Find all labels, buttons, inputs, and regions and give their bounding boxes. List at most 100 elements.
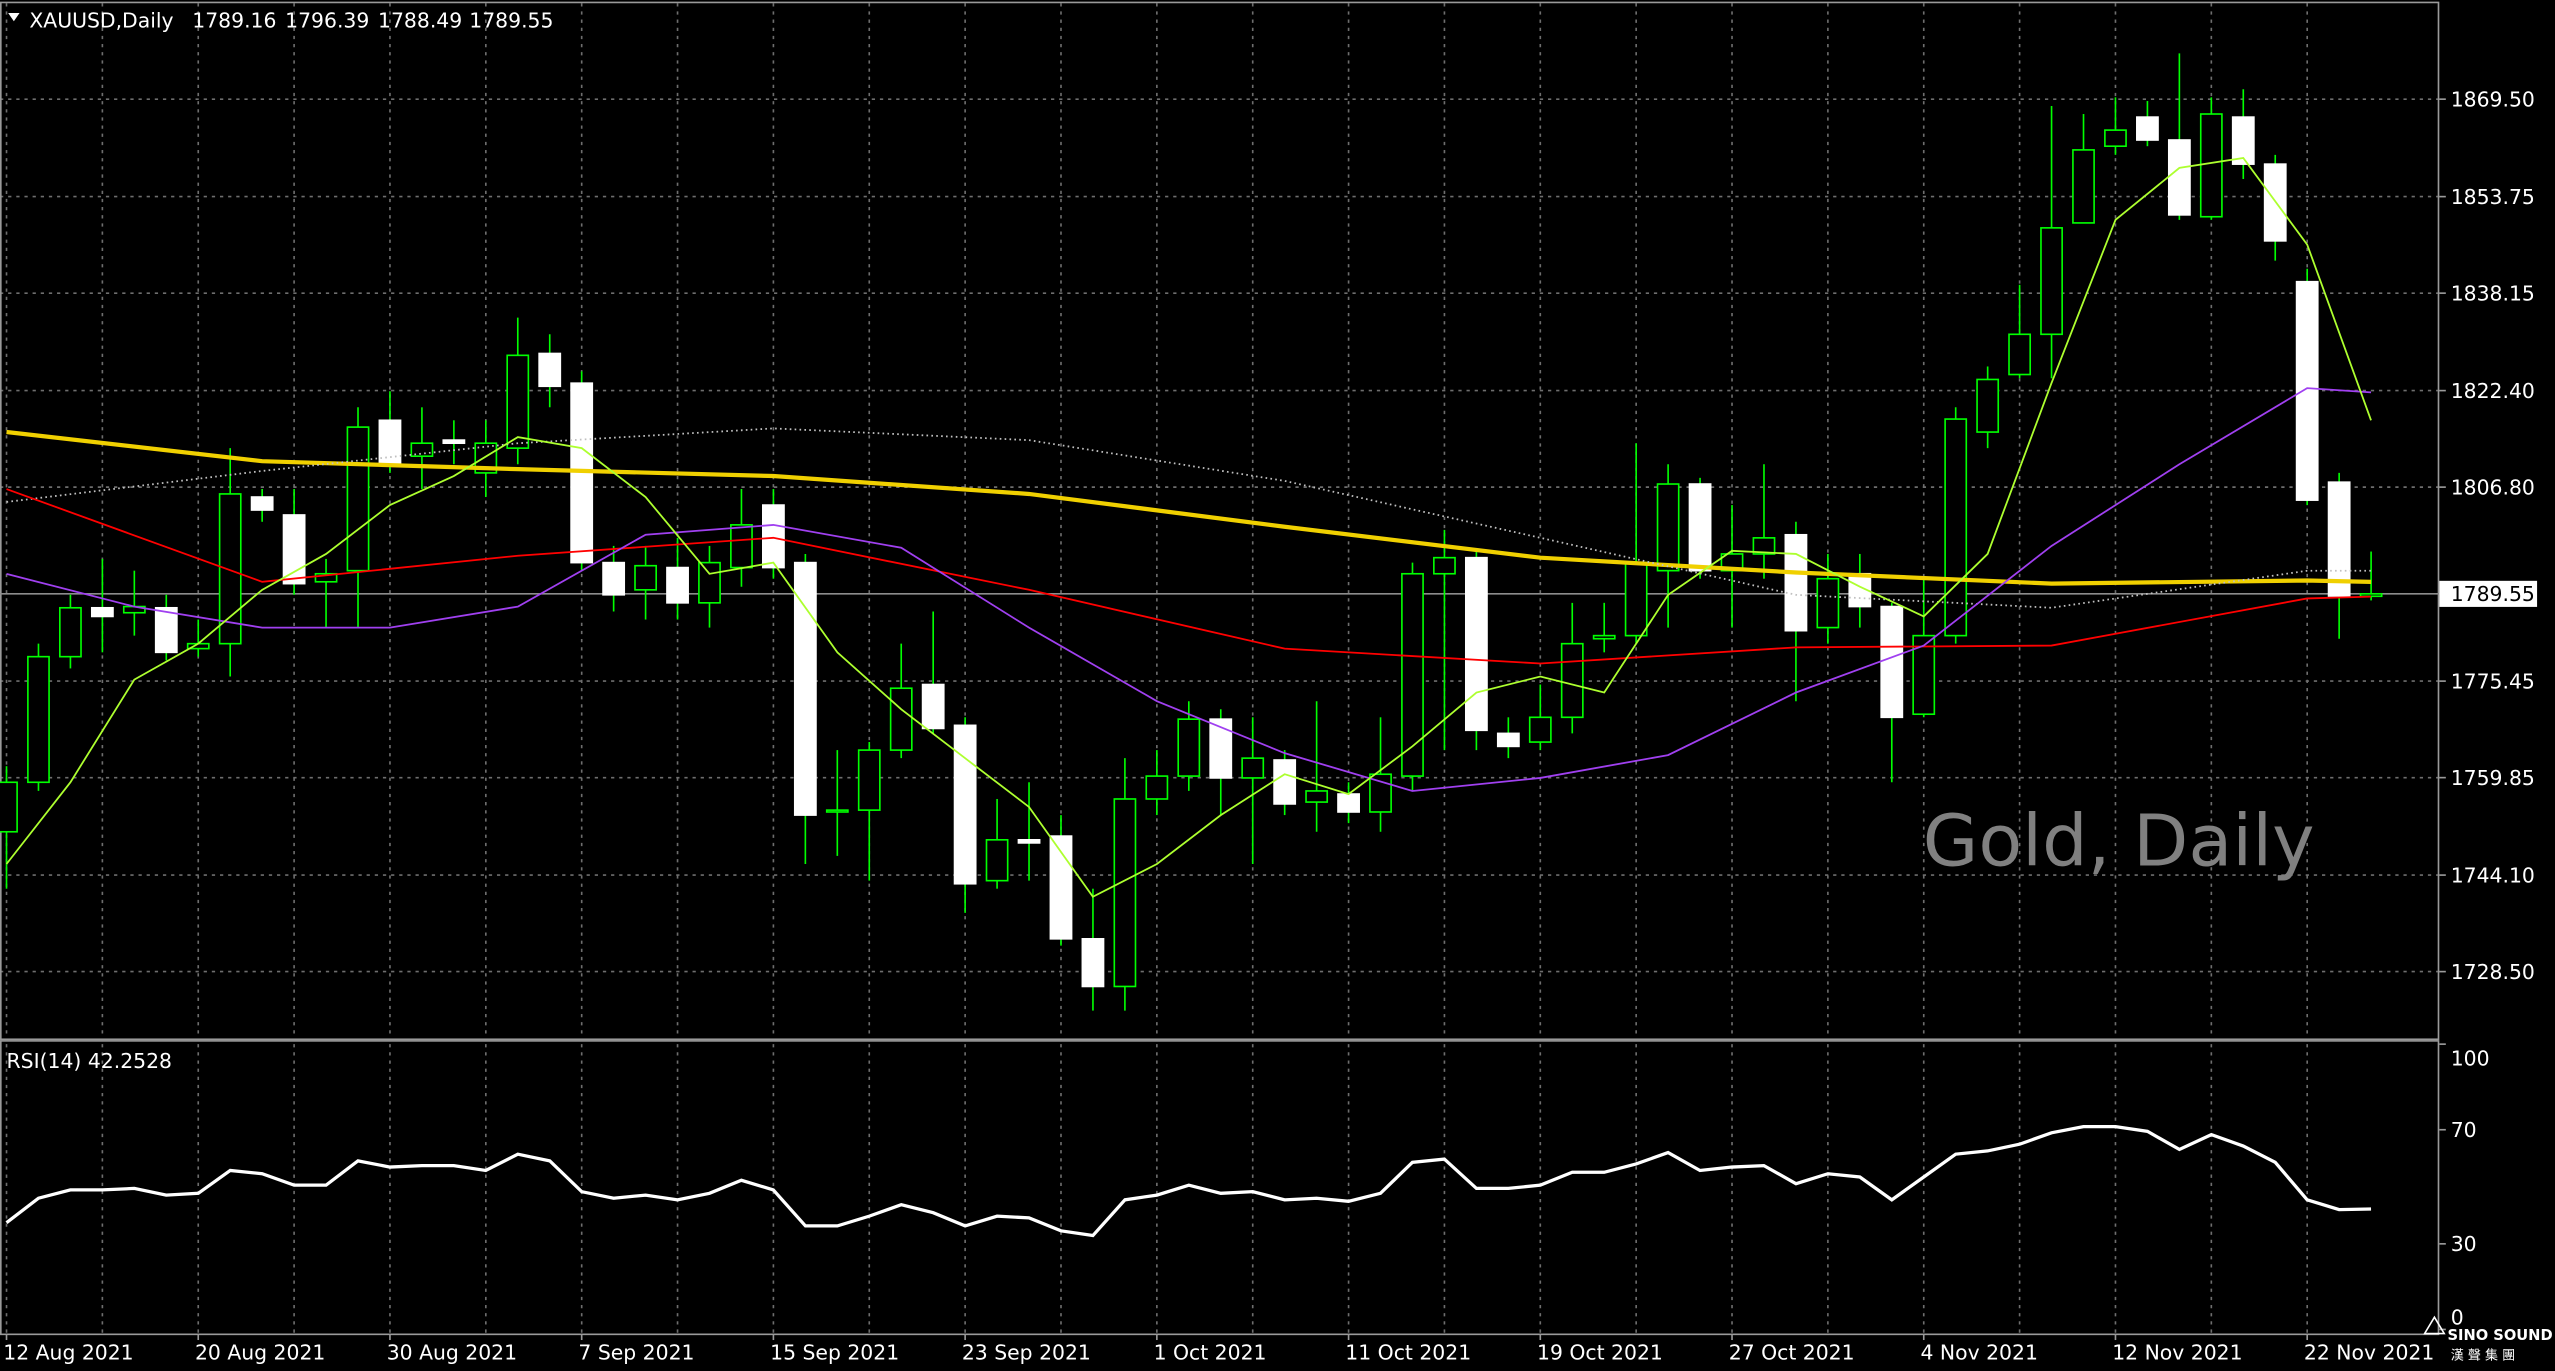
moving-average <box>6 427 2372 609</box>
candle-body <box>985 839 1009 882</box>
candle-body <box>378 419 402 466</box>
candle-body <box>1592 634 1616 640</box>
candle-body <box>857 749 881 811</box>
candle-body <box>2072 149 2095 224</box>
candle-body <box>1177 718 1201 777</box>
candle-body <box>634 564 658 591</box>
header-high: 1796.39 <box>285 9 369 33</box>
candle-body <box>27 655 50 784</box>
candle-body <box>2359 593 2383 598</box>
candle-body <box>1209 718 1233 779</box>
last-price-label: 1789.55 <box>2451 582 2535 606</box>
candle-body <box>1081 938 1105 988</box>
candle-body <box>2040 227 2063 336</box>
candle-body <box>282 514 306 585</box>
candle-body <box>2167 139 2191 216</box>
logo-icon <box>2423 1315 2446 1335</box>
candle-body <box>1688 483 1712 572</box>
labels: 1869.50 1853.75 1838.15 1822.40 1806.80 1775.… <box>3 87 2538 1365</box>
candle-body <box>762 504 785 569</box>
x-tick-label: 7 Sep 2021 <box>578 1341 694 1365</box>
candle-body <box>2136 116 2159 141</box>
rsi-line <box>5 1125 2372 1238</box>
candle-body <box>730 524 753 569</box>
candle-body <box>1816 577 1840 629</box>
candle-body <box>602 561 626 596</box>
candle-body <box>410 442 434 458</box>
header-open: 1789.16 <box>192 9 276 33</box>
rsi-pane-frame <box>0 1040 2440 1336</box>
y-tick-label: 1853.75 <box>2451 185 2535 209</box>
rsi-y-tick-label: 30 <box>2451 1232 2477 1256</box>
y-tick-label: 1744.10 <box>2451 863 2535 887</box>
candle-body <box>666 566 689 604</box>
y-tick-label: 1775.45 <box>2451 669 2535 693</box>
moving-average <box>6 387 2372 792</box>
candle-body <box>2231 116 2255 165</box>
moving-average <box>6 488 2372 665</box>
candle-body <box>953 724 977 885</box>
x-tick-label: 20 Aug 2021 <box>195 1341 325 1365</box>
candle-body <box>1049 835 1073 940</box>
x-tick-label: 1 Oct 2021 <box>1154 1341 1267 1365</box>
candle-body <box>1433 556 1456 575</box>
candle-body <box>506 354 530 449</box>
candle-body <box>1528 716 1552 743</box>
candle-body <box>1464 556 1488 732</box>
x-tick-label: 4 Nov 2021 <box>1920 1341 2037 1365</box>
candle-body <box>218 493 242 645</box>
y-tick-label: 1869.50 <box>2451 87 2535 111</box>
header-low: 1788.49 <box>378 9 462 33</box>
y-tick-label: 1728.50 <box>2451 960 2535 984</box>
rsi-y-tick-label: 70 <box>2451 1118 2477 1142</box>
symbol: XAUUSD,Daily <box>29 9 173 33</box>
candle-body <box>889 687 913 751</box>
x-tick-label: 12 Aug 2021 <box>3 1341 133 1365</box>
candle-body <box>442 439 466 445</box>
candle-body <box>825 809 849 813</box>
rsi-y-tick-label: 100 <box>2451 1046 2490 1070</box>
candle-body <box>1784 533 1808 632</box>
candle-body <box>921 683 945 730</box>
x-tick-label: 27 Oct 2021 <box>1729 1341 1855 1365</box>
x-tick-label: 23 Sep 2021 <box>962 1341 1091 1365</box>
x-tick-label: 15 Sep 2021 <box>770 1341 899 1365</box>
candle-body <box>59 606 82 658</box>
y-tick-label: 1838.15 <box>2451 281 2535 305</box>
candle-body <box>1145 775 1169 800</box>
candle-body <box>154 606 178 654</box>
y-tick-label: 1822.40 <box>2451 379 2535 403</box>
candle-body <box>1752 537 1776 555</box>
candle-body <box>1656 483 1680 572</box>
price-pane-frame <box>0 1 2440 1041</box>
candle-body <box>1017 839 1041 844</box>
logo-subtext: 漢 聲 集 團 <box>2451 1348 2515 1364</box>
x-tick-label: 12 Nov 2021 <box>2112 1341 2242 1365</box>
candle-body <box>2008 333 2032 376</box>
candle-body <box>2104 129 2127 148</box>
x-tick-label: 30 Aug 2021 <box>387 1341 517 1365</box>
candle-body <box>1880 605 1904 719</box>
last-price-box <box>2439 580 2538 607</box>
candle-body <box>250 496 274 511</box>
candle-body <box>1273 759 1297 805</box>
candle-body <box>2199 113 2223 218</box>
x-tick-label: 11 Oct 2021 <box>1345 1341 1471 1365</box>
candle-body <box>1624 561 1648 637</box>
moving-average <box>6 429 2372 586</box>
y-tick-label: 1759.85 <box>2451 766 2535 790</box>
grid <box>0 3 2440 1333</box>
candle-body <box>2327 481 2351 597</box>
candle-body <box>2295 280 2319 501</box>
candle-body <box>1113 798 1137 988</box>
candle-body <box>1560 642 1584 719</box>
candle-body <box>474 442 498 474</box>
candle-body <box>0 781 18 833</box>
rsi-title: RSI(14) 42.2528 <box>7 1049 172 1073</box>
x-tick-label: 19 Oct 2021 <box>1537 1341 1663 1365</box>
header-triangle[interactable] <box>8 13 20 22</box>
y-tick-label: 1806.80 <box>2451 475 2535 499</box>
watermark: Gold, Daily <box>1923 799 2315 883</box>
